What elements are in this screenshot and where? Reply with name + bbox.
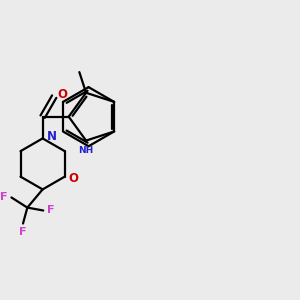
Text: O: O <box>69 172 79 184</box>
Text: F: F <box>47 206 54 215</box>
Text: N: N <box>46 130 56 143</box>
Text: O: O <box>58 88 68 101</box>
Text: F: F <box>0 193 8 202</box>
Text: NH: NH <box>78 146 94 155</box>
Text: F: F <box>19 227 27 237</box>
